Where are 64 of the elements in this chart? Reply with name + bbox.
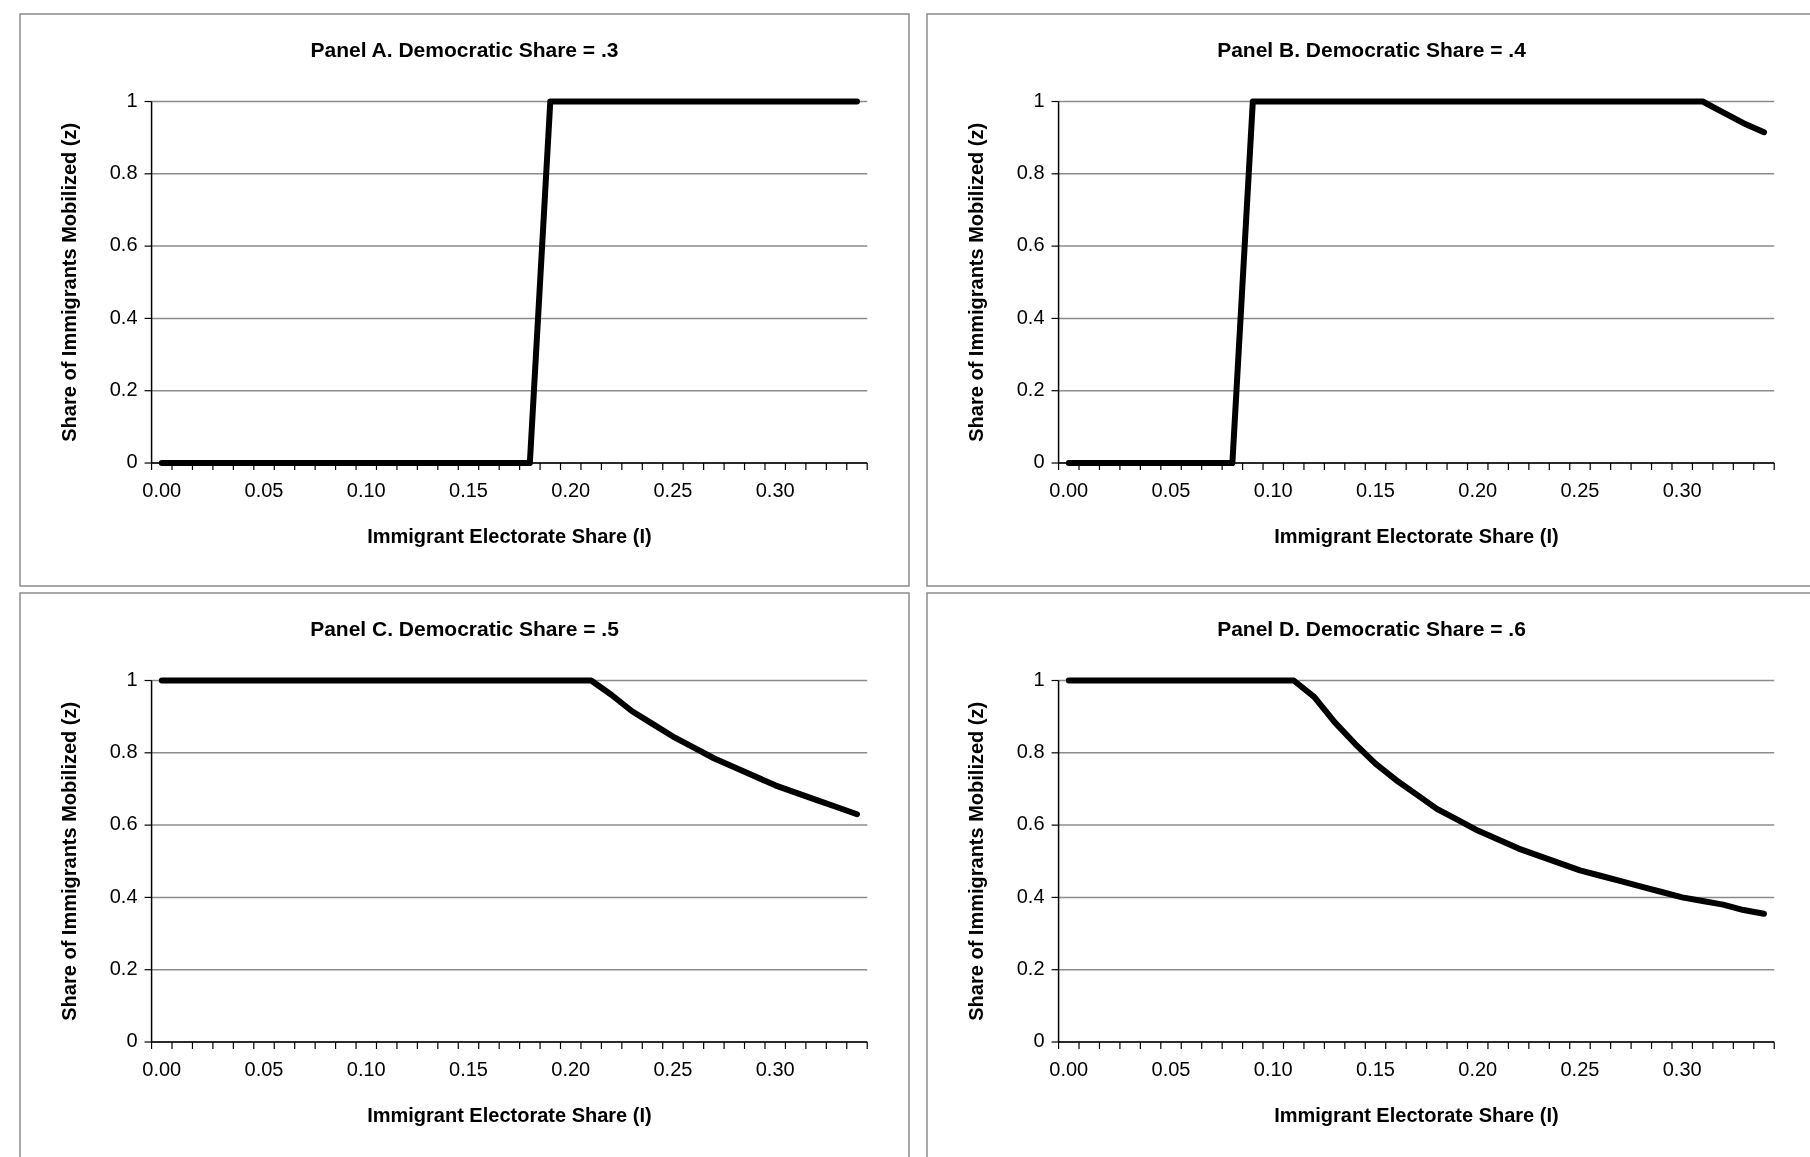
x-tick-label: 0.00	[1049, 1058, 1089, 1081]
y-tick-label: 0.2	[1016, 957, 1045, 979]
x-tick-label: 0.25	[653, 479, 693, 502]
y-tick-label: 0.6	[1016, 233, 1045, 256]
chart-title: Panel B. Democratic Share = .4	[1217, 38, 1527, 62]
y-tick-label: 0.6	[109, 233, 138, 256]
x-tick-label: 0.30	[755, 1058, 795, 1081]
x-tick-label: 0.20	[1458, 1058, 1498, 1081]
y-tick-label: 1	[126, 667, 138, 690]
x-axis-title: Immigrant Electorate Share (I)	[367, 524, 652, 547]
x-tick-label: 0.05	[1151, 1058, 1191, 1081]
x-tick-label: 0.15	[1356, 1058, 1395, 1081]
y-tick-label: 0.2	[109, 957, 138, 979]
y-tick-label: 0.8	[1016, 161, 1045, 184]
x-tick-label: 0.25	[1560, 1058, 1600, 1081]
y-tick-label: 0.8	[109, 161, 138, 184]
x-tick-label: 0.15	[449, 479, 488, 502]
y-tick-label: 0.4	[1016, 305, 1045, 328]
x-tick-label: 0.05	[1151, 479, 1191, 502]
x-tick-label: 0.10	[1253, 479, 1293, 502]
x-tick-label: 0.05	[244, 1058, 284, 1081]
y-tick-label: 0.4	[1016, 884, 1045, 907]
x-axis-title: Immigrant Electorate Share (I)	[1274, 1103, 1559, 1126]
y-tick-label: 0.8	[1016, 740, 1045, 763]
x-tick-label: 0.10	[346, 479, 386, 502]
x-tick-label: 0.30	[1662, 1058, 1702, 1081]
y-tick-label: 0	[1033, 1029, 1045, 1052]
y-tick-label: 0	[1033, 450, 1045, 473]
x-tick-label: 0.20	[1458, 479, 1498, 502]
x-tick-label: 0.05	[244, 479, 284, 502]
x-tick-label: 0.15	[1356, 479, 1395, 502]
x-tick-label: 0.30	[1662, 479, 1702, 502]
y-tick-label: 1	[1033, 667, 1045, 690]
y-tick-label: 0.4	[109, 305, 138, 328]
x-tick-label: 0.00	[1049, 479, 1089, 502]
chart-title: Panel D. Democratic Share = .6	[1217, 617, 1526, 641]
y-tick-label: 1	[126, 88, 138, 111]
y-axis-title: Share of Immigrants Mobilized (z)	[57, 701, 80, 1021]
x-tick-label: 0.10	[346, 1058, 386, 1081]
y-tick-label: 0	[126, 450, 138, 473]
x-axis-title: Immigrant Electorate Share (I)	[367, 1103, 652, 1126]
y-tick-label: 0.4	[109, 884, 138, 907]
x-tick-label: 0.15	[449, 1058, 488, 1081]
chart-title: Panel A. Democratic Share = .3	[310, 38, 619, 62]
y-tick-label: 0.8	[109, 740, 138, 763]
y-tick-label: 0.2	[109, 378, 138, 400]
x-tick-label: 0.20	[551, 1058, 591, 1081]
y-tick-label: 1	[1033, 88, 1045, 111]
y-tick-label: 0.6	[109, 812, 138, 835]
x-tick-label: 0.00	[142, 1058, 182, 1081]
x-tick-label: 0.30	[755, 479, 795, 502]
chart-title: Panel C. Democratic Share = .5	[310, 617, 620, 641]
y-tick-label: 0	[126, 1029, 138, 1052]
y-tick-label: 0.6	[1016, 812, 1045, 835]
y-axis-title: Share of Immigrants Mobilized (z)	[57, 122, 80, 442]
x-tick-label: 0.20	[551, 479, 591, 502]
x-tick-label: 0.25	[653, 1058, 693, 1081]
x-tick-label: 0.10	[1253, 1058, 1293, 1081]
x-tick-label: 0.25	[1560, 479, 1600, 502]
y-tick-label: 0.2	[1016, 378, 1045, 400]
y-axis-title: Share of Immigrants Mobilized (z)	[964, 122, 987, 442]
y-axis-title: Share of Immigrants Mobilized (z)	[964, 701, 987, 1021]
x-axis-title: Immigrant Electorate Share (I)	[1274, 524, 1559, 547]
x-tick-label: 0.00	[142, 479, 182, 502]
